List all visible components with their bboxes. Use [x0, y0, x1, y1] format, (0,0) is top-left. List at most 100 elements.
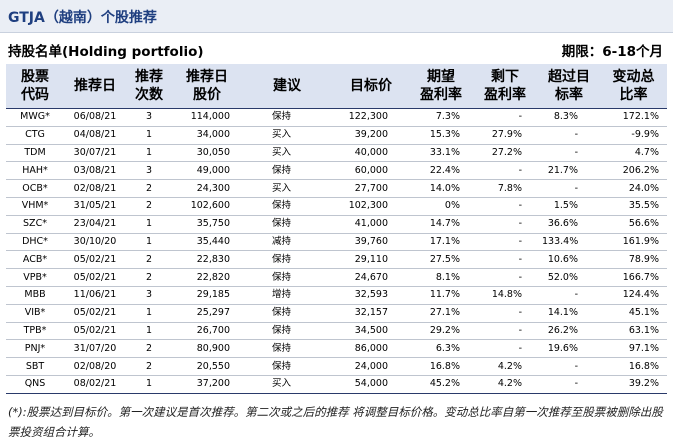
header-line: 期望 [427, 69, 455, 85]
cell-remaining-return: - [472, 339, 538, 359]
cell-stock-code: VPB* [6, 268, 64, 287]
cell-recommend-date: 05/02/21 [64, 304, 126, 323]
cell-expected-return: 27.5% [410, 250, 472, 270]
cell-stock-code: OCB* [6, 179, 64, 198]
cell-target-price: 122,300 [332, 108, 410, 127]
cell-total-change: -9.9% [600, 126, 667, 145]
cell-target-price: 27,700 [332, 179, 410, 198]
cell-recommend-date: 08/02/21 [64, 375, 126, 394]
cell-total-change: 63.1% [600, 322, 667, 341]
cell-remaining-return: - [472, 161, 538, 181]
cell-recommend-count: 1 [126, 144, 172, 163]
cell-expected-return: 15.3% [410, 126, 472, 145]
cell-expected-return: 11.7% [410, 286, 472, 305]
title-bar: GTJA（越南）个股推荐 [0, 0, 673, 33]
cell-expected-return: 33.1% [410, 144, 472, 163]
cell-recommend-count: 3 [126, 161, 172, 181]
cell-expected-return: 0% [410, 197, 472, 216]
cell-total-change: 39.2% [600, 375, 667, 394]
cell-exceed-rate: 26.2% [538, 322, 600, 341]
cell-remaining-return: 27.9% [472, 126, 538, 145]
cell-total-change: 56.6% [600, 215, 667, 234]
cell-recommendation: 减持 [242, 233, 332, 252]
cell-recommend-price: 102,600 [172, 197, 242, 216]
portfolio-subheading: 持股名单(Holding portfolio) 期限：6-18个月 [0, 38, 673, 60]
table-row: MBB 11/06/21 3 29,185 增持 32,593 11.7% 14.8% -124… [6, 286, 667, 305]
cell-total-change: 4.7% [600, 144, 667, 163]
table-row: TPB* 05/02/21 1 26,700 保持 34,500 29.2% -26.2% 63… [6, 322, 667, 341]
cell-stock-code: ACB* [6, 250, 64, 270]
cell-expected-return: 16.8% [410, 357, 472, 376]
cell-recommend-date: 05/02/21 [64, 250, 126, 270]
table-row: MWG* 06/08/21 3 114,000 保持 122,300 7.3% -8.3% 17… [6, 108, 667, 127]
cell-expected-return: 6.3% [410, 339, 472, 359]
holding-period: 期限：6-18个月 [561, 44, 663, 60]
cell-stock-code: PNJ* [6, 339, 64, 359]
cell-remaining-return: - [472, 250, 538, 270]
cell-recommendation: 保持 [242, 197, 332, 216]
cell-expected-return: 22.4% [410, 161, 472, 181]
cell-exceed-rate: 133.4% [538, 233, 600, 252]
cell-expected-return: 8.1% [410, 268, 472, 287]
cell-total-change: 166.7% [600, 268, 667, 287]
header-recommend-count: 推荐 次数 [126, 64, 172, 109]
cell-recommendation: 保持 [242, 304, 332, 323]
cell-total-change: 206.2% [600, 161, 667, 181]
cell-recommend-price: 26,700 [172, 322, 242, 341]
header-recommend-date: 推荐日 [64, 64, 126, 109]
header-line: 盈利率 [484, 87, 526, 103]
cell-recommend-price: 35,440 [172, 233, 242, 252]
cell-exceed-rate: - [538, 179, 600, 198]
cell-recommend-price: 37,200 [172, 375, 242, 394]
cell-recommend-count: 1 [126, 215, 172, 234]
cell-remaining-return: 14.8% [472, 286, 538, 305]
cell-recommend-count: 2 [126, 179, 172, 198]
table-row: SBT 02/08/20 2 20,550 保持 24,000 16.8% 4.2% -16.8… [6, 357, 667, 376]
cell-recommend-date: 06/08/21 [64, 108, 126, 127]
cell-recommend-count: 1 [126, 233, 172, 252]
cell-expected-return: 29.2% [410, 322, 472, 341]
cell-target-price: 39,760 [332, 233, 410, 252]
table-row: TDM 30/07/21 1 30,050 买入 40,000 33.1% 27.2% -4.7… [6, 144, 667, 163]
cell-remaining-return: - [472, 108, 538, 127]
header-line: 目标价 [350, 78, 392, 94]
cell-recommend-count: 2 [126, 197, 172, 216]
cell-recommend-date: 02/08/21 [64, 179, 126, 198]
cell-recommend-price: 30,050 [172, 144, 242, 163]
cell-total-change: 16.8% [600, 357, 667, 376]
cell-target-price: 40,000 [332, 144, 410, 163]
table-row: QNS 08/02/21 1 37,200 买入 54,000 45.2% 4.2% -39.2… [6, 375, 667, 394]
header-line: 变动总 [612, 69, 655, 85]
header-line: 建议 [273, 78, 301, 94]
cell-total-change: 35.5% [600, 197, 667, 216]
cell-target-price: 34,500 [332, 322, 410, 341]
header-recommendation: 建议 [242, 64, 332, 109]
cell-recommend-date: 05/02/21 [64, 322, 126, 341]
cell-recommend-price: 29,185 [172, 286, 242, 305]
cell-total-change: 24.0% [600, 179, 667, 198]
cell-exceed-rate: 36.6% [538, 215, 600, 234]
table-row: VIB* 05/02/21 1 25,297 保持 32,157 27.1% -14.1% 45… [6, 304, 667, 323]
cell-expected-return: 27.1% [410, 304, 472, 323]
cell-remaining-return: - [472, 233, 538, 252]
header-line: 股票 [21, 69, 49, 85]
cell-expected-return: 17.1% [410, 233, 472, 252]
cell-recommendation: 买入 [242, 144, 332, 163]
cell-remaining-return: 4.2% [472, 375, 538, 394]
cell-stock-code: MWG* [6, 108, 64, 127]
table-row: HAH* 03/08/21 3 49,000 保持 60,000 22.4% -21.7% 20… [6, 161, 667, 181]
cell-total-change: 78.9% [600, 250, 667, 270]
cell-exceed-rate: - [538, 286, 600, 305]
cell-recommendation: 保持 [242, 250, 332, 270]
cell-recommend-count: 1 [126, 126, 172, 145]
cell-total-change: 161.9% [600, 233, 667, 252]
cell-recommend-date: 02/08/20 [64, 357, 126, 376]
cell-recommend-count: 1 [126, 375, 172, 394]
header-recommend-price: 推荐日 股价 [172, 64, 242, 109]
cell-recommendation: 保持 [242, 322, 332, 341]
cell-exceed-rate: 19.6% [538, 339, 600, 359]
cell-total-change: 97.1% [600, 339, 667, 359]
cell-recommend-count: 3 [126, 286, 172, 305]
cell-recommend-count: 2 [126, 339, 172, 359]
cell-stock-code: SZC* [6, 215, 64, 234]
